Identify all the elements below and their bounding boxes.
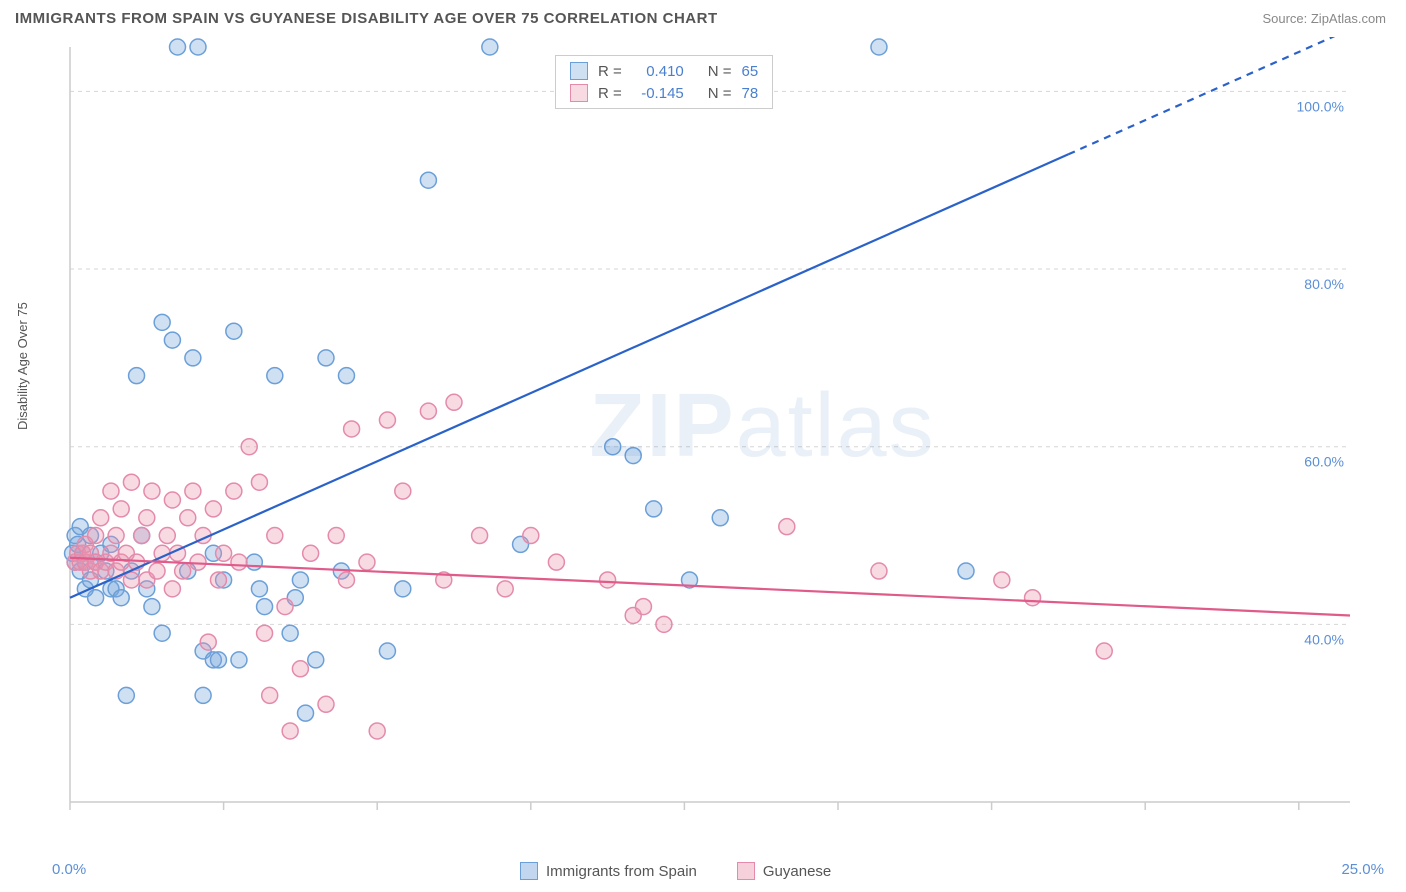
swatch-guyanese [570,84,588,102]
legend-row-spain: R = 0.410 N = 65 [556,60,772,82]
x-axis-end-label: 25.0% [1341,861,1384,878]
y-axis-label: Disability Age Over 75 [15,302,30,430]
scatter-chart: 40.0% 60.0% 80.0% 100.0% [50,37,1380,837]
x-axis-start-label: 0.0% [52,861,86,878]
svg-text:100.0%: 100.0% [1297,98,1344,114]
chart-area: 40.0%60.0%80.0%100.0% ZIPatlas [50,37,1406,837]
legend-item-guyanese: Guyanese [737,862,831,880]
swatch-spain [570,62,588,80]
svg-text:80.0%: 80.0% [1304,276,1344,292]
legend-item-spain: Immigrants from Spain [520,862,697,880]
header: IMMIGRANTS FROM SPAIN VS GUYANESE DISABI… [0,0,1406,32]
swatch-icon [737,862,755,880]
correlation-legend: R = 0.410 N = 65 R = -0.145 N = 78 [555,55,773,109]
source-attribution: Source: ZipAtlas.com [1262,11,1386,26]
svg-text:60.0%: 60.0% [1304,454,1344,470]
series-legend: Immigrants from Spain Guyanese [520,862,831,880]
swatch-icon [520,862,538,880]
svg-text:40.0%: 40.0% [1304,631,1344,647]
chart-title: IMMIGRANTS FROM SPAIN VS GUYANESE DISABI… [15,10,718,27]
legend-row-guyanese: R = -0.145 N = 78 [556,82,772,104]
